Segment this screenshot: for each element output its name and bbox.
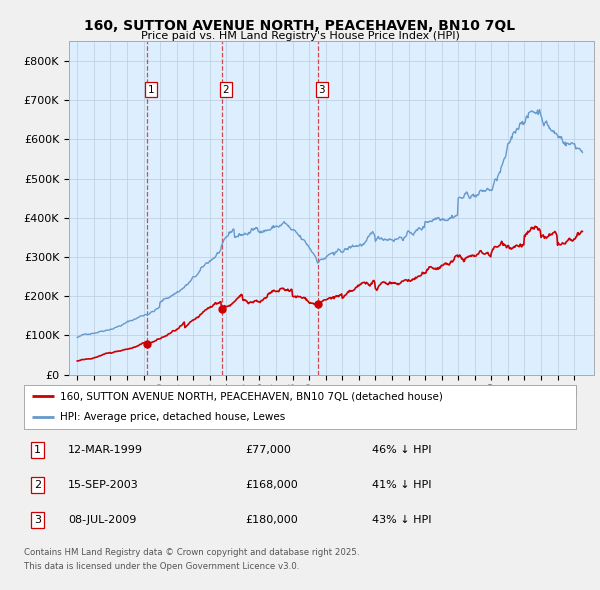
Text: HPI: Average price, detached house, Lewes: HPI: Average price, detached house, Lewe… [60, 412, 285, 422]
Text: 1: 1 [148, 84, 154, 94]
Text: £168,000: £168,000 [245, 480, 298, 490]
Text: 12-MAR-1999: 12-MAR-1999 [68, 445, 143, 455]
Text: 43% ↓ HPI: 43% ↓ HPI [372, 515, 431, 525]
Text: 2: 2 [34, 480, 41, 490]
Text: £77,000: £77,000 [245, 445, 290, 455]
Text: 15-SEP-2003: 15-SEP-2003 [68, 480, 139, 490]
Text: 41% ↓ HPI: 41% ↓ HPI [372, 480, 431, 490]
Text: £180,000: £180,000 [245, 515, 298, 525]
Text: This data is licensed under the Open Government Licence v3.0.: This data is licensed under the Open Gov… [24, 562, 299, 571]
Text: Contains HM Land Registry data © Crown copyright and database right 2025.: Contains HM Land Registry data © Crown c… [24, 548, 359, 556]
Text: 3: 3 [319, 84, 325, 94]
Text: Price paid vs. HM Land Registry's House Price Index (HPI): Price paid vs. HM Land Registry's House … [140, 31, 460, 41]
Text: 160, SUTTON AVENUE NORTH, PEACEHAVEN, BN10 7QL (detached house): 160, SUTTON AVENUE NORTH, PEACEHAVEN, BN… [60, 391, 443, 401]
Text: 1: 1 [34, 445, 41, 455]
Text: 2: 2 [223, 84, 229, 94]
Text: 160, SUTTON AVENUE NORTH, PEACEHAVEN, BN10 7QL: 160, SUTTON AVENUE NORTH, PEACEHAVEN, BN… [85, 19, 515, 33]
Text: 46% ↓ HPI: 46% ↓ HPI [372, 445, 431, 455]
Text: 3: 3 [34, 515, 41, 525]
Text: 08-JUL-2009: 08-JUL-2009 [68, 515, 137, 525]
